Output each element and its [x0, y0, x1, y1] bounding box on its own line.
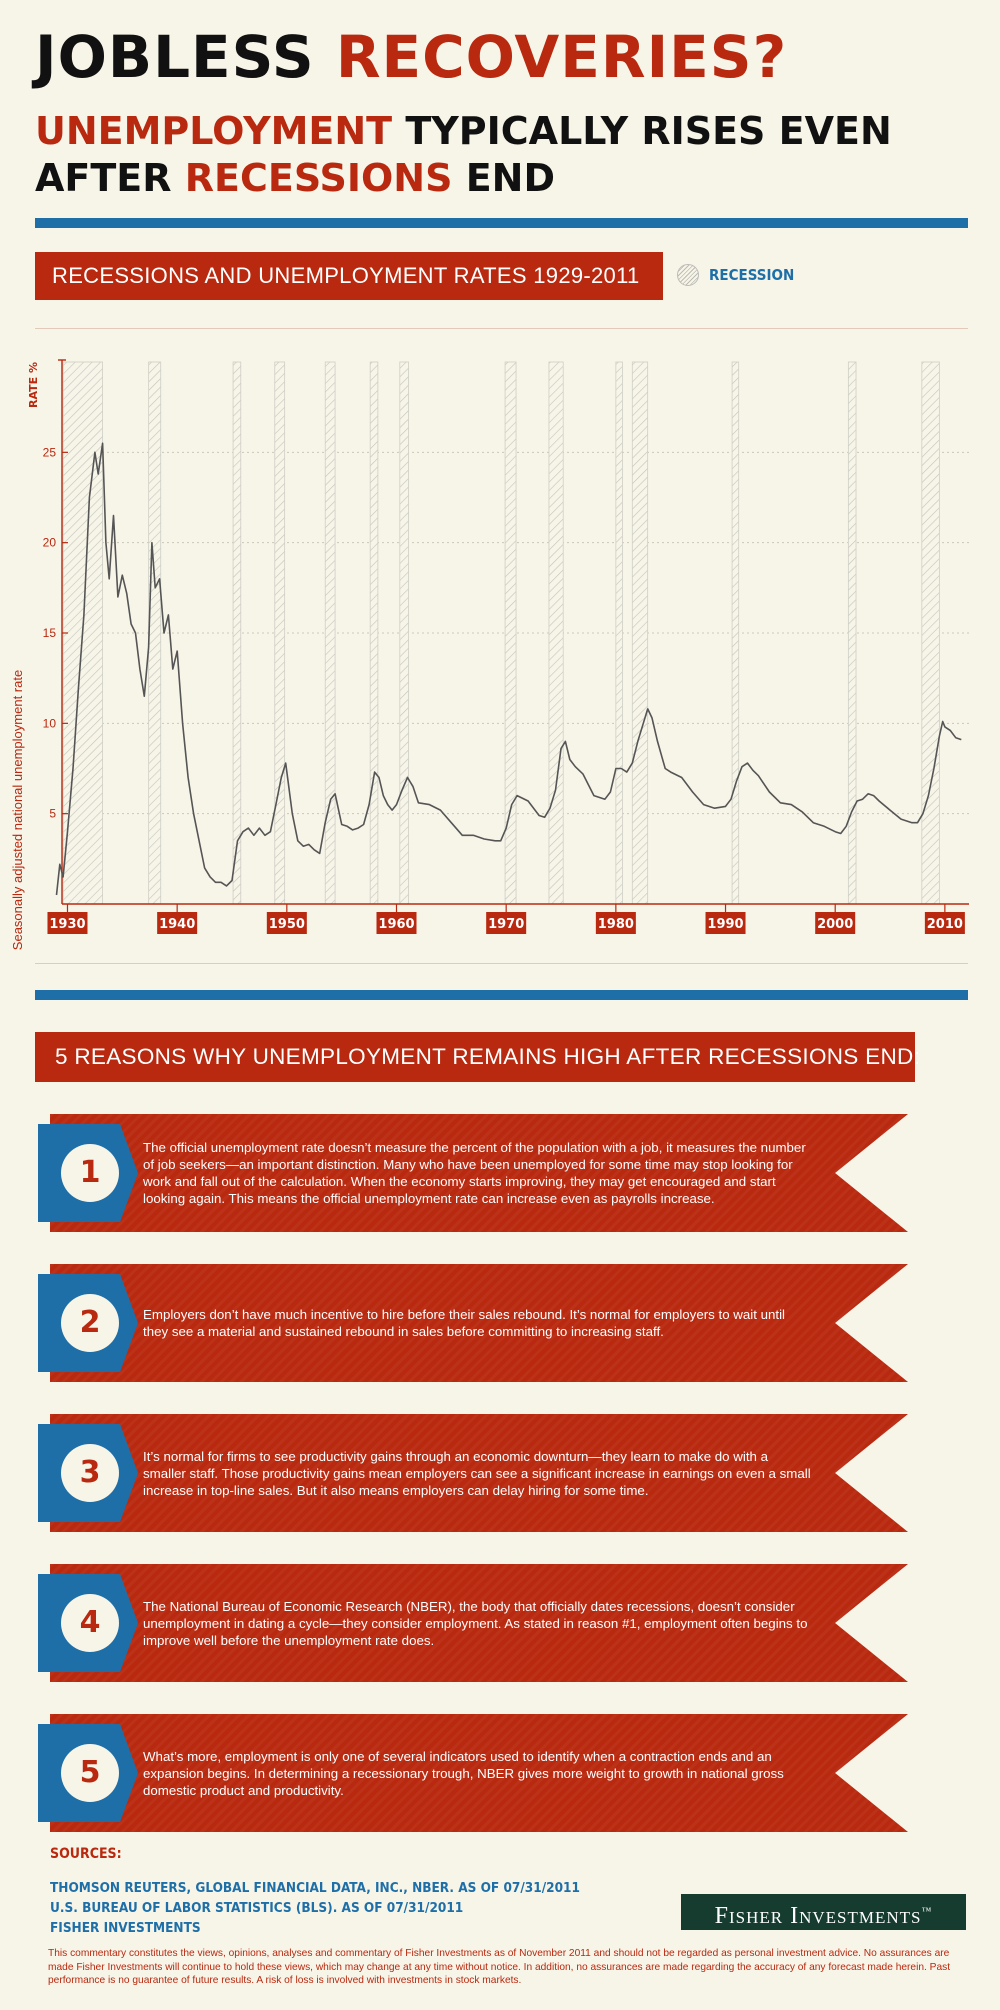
subtitle: UNEMPLOYMENT TYPICALLY RISES EVEN AFTER …	[35, 108, 892, 202]
chart-gridlines	[62, 451, 969, 815]
divider-bar-middle	[35, 990, 968, 1000]
logo-trademark: ™	[921, 1906, 933, 1917]
subtitle-word-recessions: RECESSIONS	[184, 156, 453, 200]
y-tick-label-20: 20	[43, 536, 57, 550]
recession-band-11	[631, 361, 649, 905]
logo-text: Fisher Investments	[714, 1903, 922, 1929]
sources-label: SOURCES:	[50, 1846, 122, 1862]
reason-1: 1 The official unemployment rate doesn’t…	[38, 1114, 908, 1232]
recession-band-2	[148, 361, 162, 905]
reason-3: 3 It’s normal for firms to see productiv…	[38, 1414, 908, 1532]
divider-bar-top	[35, 218, 968, 228]
subtitle-rest-2: END	[452, 156, 556, 200]
hatched-circle-icon	[677, 264, 699, 286]
subtitle-word-unemployment: UNEMPLOYMENT	[35, 109, 393, 153]
unemployment-chart: 1930 1940 1950 1960 1970 1980 1990 2000 2010 5 10…	[10, 359, 969, 950]
reason-text: It’s normal for firms to see productivit…	[143, 1448, 811, 1498]
recession-band-3	[232, 361, 242, 905]
subtitle-rest-1: TYPICALLY RISES EVEN	[392, 109, 892, 153]
recession-band-12	[731, 361, 740, 905]
reason-text: Employers don’t have much incentive to h…	[143, 1307, 786, 1339]
recession-band-5	[324, 361, 336, 905]
x-tick-label-1990: 1990	[707, 917, 743, 932]
chart-top-rule	[35, 328, 968, 329]
x-tick-box-2000	[815, 912, 856, 934]
y-tick-label-10: 10	[43, 716, 57, 730]
reason-ribbon	[50, 1714, 908, 1832]
recession-band-14	[921, 361, 940, 905]
x-tick-label-1930: 1930	[49, 917, 85, 932]
x-tick-box-1930	[47, 912, 88, 934]
unemployment-series-line	[55, 442, 962, 896]
y-axis-label: Seasonally adjusted national unemploymen…	[10, 670, 25, 950]
x-tick-box-1970	[486, 912, 527, 934]
y-tick-label-15: 15	[43, 626, 57, 640]
reason-text: The official unemployment rate doesn’t m…	[143, 1140, 806, 1206]
chart-legend: RECESSION	[677, 262, 794, 288]
x-tick-label-1950: 1950	[269, 917, 305, 932]
fisher-investments-logo: Fisher Investments™	[681, 1894, 966, 1930]
disclaimer: This commentary constitutes the views, o…	[48, 1948, 951, 1986]
source-line-1: THOMSON REUTERS, GLOBAL FINANCIAL DATA, …	[50, 1880, 580, 1896]
reason-text: What’s more, employment is only one of s…	[143, 1748, 784, 1798]
y-axis-unit: RATE %	[27, 362, 40, 408]
recession-band-7	[399, 361, 409, 905]
x-tick-box-2010	[924, 912, 965, 934]
reason-ribbon	[50, 1414, 908, 1532]
legend-label-recession: RECESSION	[709, 266, 795, 284]
reason-ribbon	[50, 1264, 908, 1382]
reason-4: 4 The National Bureau of Economic Resear…	[38, 1564, 908, 1682]
reason-number: 2	[61, 1294, 119, 1352]
reason-2: 2 Employers don’t have much incentive to…	[38, 1264, 908, 1382]
recession-band-4	[274, 361, 286, 905]
x-tick-box-1940	[157, 912, 198, 934]
chart-title: RECESSIONS AND UNEMPLOYMENT RATES 1929-2…	[35, 252, 663, 300]
x-tick-box-1950	[266, 912, 307, 934]
recession-bands	[62, 361, 940, 905]
x-tick-box-1980	[595, 912, 636, 934]
title-word-jobless: JOBLESS	[35, 23, 315, 91]
recession-band-6	[369, 361, 379, 905]
reasons-title: 5 REASONS WHY UNEMPLOYMENT REMAINS HIGH …	[35, 1032, 920, 1082]
y-tick-labels: 5 10 15 20 25	[43, 445, 68, 821]
source-line-3: FISHER INVESTMENTS	[50, 1920, 201, 1936]
chart-bottom-rule	[35, 963, 968, 964]
x-tick-label-2010: 2010	[927, 917, 963, 932]
y-tick-label-25: 25	[43, 445, 57, 459]
recession-band-9	[548, 361, 564, 905]
subtitle-word-after: AFTER	[35, 156, 185, 200]
x-tick-labels: 1930 1940 1950 1960 1970 1980 1990 2000 2010	[47, 904, 965, 934]
reason-ribbon	[50, 1564, 908, 1682]
x-tick-label-2000: 2000	[817, 917, 853, 932]
x-tick-box-1960	[376, 912, 417, 934]
reason-number: 1	[61, 1144, 119, 1202]
recession-band-13	[847, 361, 857, 905]
reason-5: 5 What’s more, employment is only one of…	[38, 1714, 908, 1832]
x-tick-label-1970: 1970	[488, 917, 524, 932]
reason-number: 5	[61, 1744, 119, 1802]
y-tick-label-5: 5	[49, 807, 56, 821]
reason-number: 4	[61, 1594, 119, 1652]
x-tick-label-1960: 1960	[378, 917, 414, 932]
reason-ribbon	[50, 1114, 908, 1232]
title-word-recoveries: RECOVERIES?	[335, 23, 788, 91]
reason-text: The National Bureau of Economic Research…	[143, 1598, 808, 1648]
x-tick-box-1990	[705, 912, 746, 934]
series-lines	[55, 442, 962, 896]
recession-band-10	[615, 361, 623, 905]
x-tick-label-1940: 1940	[159, 917, 195, 932]
x-tick-label-1980: 1980	[598, 917, 634, 932]
main-title: JOBLESS RECOVERIES?	[35, 28, 787, 86]
source-line-2: U.S. BUREAU OF LABOR STATISTICS (BLS). A…	[50, 1900, 464, 1916]
reason-number: 3	[61, 1444, 119, 1502]
